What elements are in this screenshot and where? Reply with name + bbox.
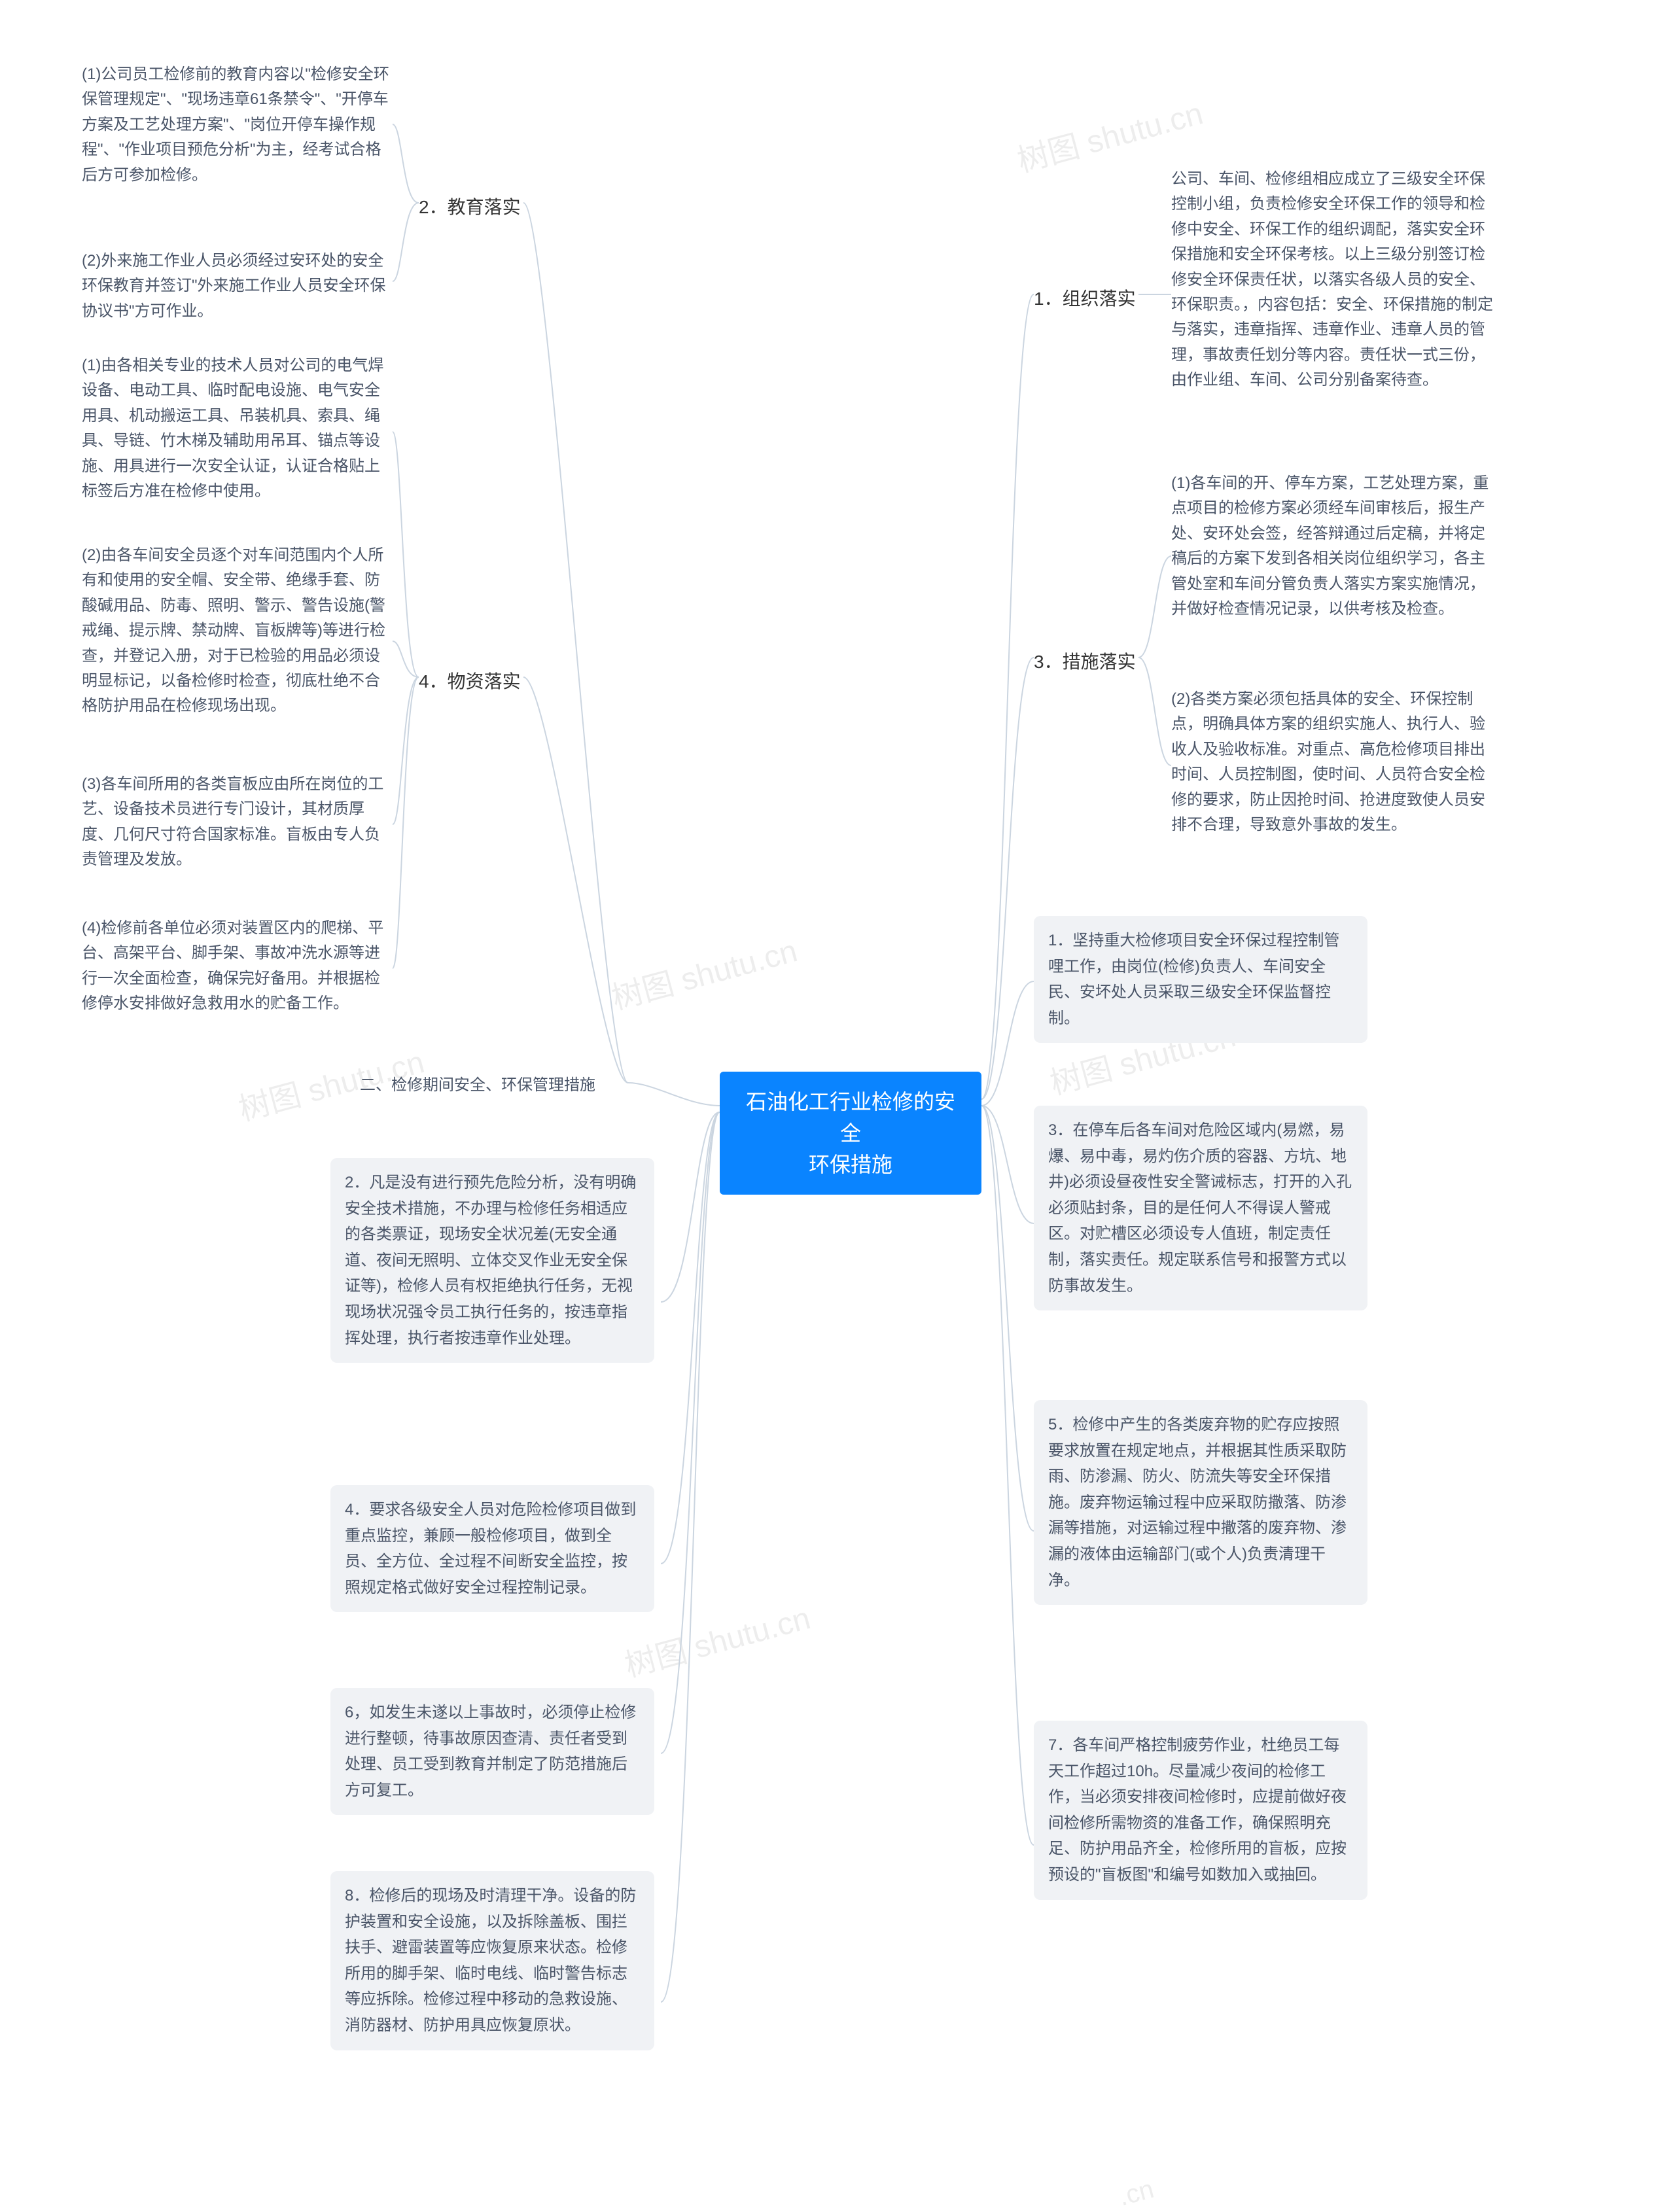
leaf-mat-1: (1)由各相关专业的技术人员对公司的电气焊设备、电动工具、临时配电设施、电气安全…: [82, 353, 389, 504]
branch-label-measure: 3．措施落实: [1034, 648, 1136, 674]
leaf-right-s1: 1．坚持重大检修项目安全环保过程控制管哩工作，由岗位(检修)负责人、车间安全民、…: [1034, 916, 1367, 1043]
leaf-org-1: 公司、车间、检修组相应成立了三级安全环保控制小组，负责检修安全环保工作的领导和检…: [1171, 167, 1498, 393]
watermark: 树图 shutu.cn: [606, 925, 802, 1019]
branch-label-org: 1．组织落实: [1034, 285, 1136, 311]
leaf-right-s3: 5．检修中产生的各类废弃物的贮存应按照要求放置在规定地点，并根据其性质采取防雨、…: [1034, 1400, 1367, 1605]
leaf-meas-2: (2)各类方案必须包括具体的安全、环保控制点，明确具体方案的组织实施人、执行人、…: [1171, 687, 1498, 837]
leaf-left-s4: 8．检修后的现场及时清理干净。设备的防护装置和安全设施，以及拆除盖板、围拦扶手、…: [330, 1871, 654, 2050]
leaf-mat-2: (2)由各车间安全员逐个对车间范围内个人所有和使用的安全帽、安全带、绝缘手套、防…: [82, 543, 389, 719]
leaf-mat-3: (3)各车间所用的各类盲板应由所在岗位的工艺、设备技术员进行专门设计，其材质厚度…: [82, 772, 389, 873]
leaf-left-s2: 4．要求各级安全人员对危险检修项目做到重点监控，兼顾一般检修项目，做到全员、全方…: [330, 1485, 654, 1612]
leaf-edu-1: (1)公司员工检修前的教育内容以"检修安全环保管理规定"、"现场违章61条禁令"…: [82, 62, 389, 188]
root-node: 石油化工行业检修的安全环保措施: [720, 1072, 981, 1195]
leaf-mat-4: (4)检修前各单位必须对装置区内的爬梯、平台、高架平台、脚手架、事故冲洗水源等进…: [82, 916, 389, 1017]
section-label: 二、检修期间安全、环保管理措施: [360, 1073, 622, 1098]
leaf-right-s2: 3．在停车后各车间对危险区域内(易燃，易爆、易中毒，易灼伤介质的容器、方坑、地井…: [1034, 1106, 1367, 1310]
leaf-meas-1: (1)各车间的开、停车方案，工艺处理方案，重点项目的检修方案必须经车间审核后，报…: [1171, 471, 1498, 622]
leaf-left-s3: 6，如发生未遂以上事故时，必须停止检修进行整顿，待事故原因查清、责任者受到处理、…: [330, 1688, 654, 1815]
leaf-left-s1: 2．凡是没有进行预先危险分析，没有明确安全技术措施，不办理与检修任务相适应的各类…: [330, 1158, 654, 1363]
branch-label-edu: 2．教育落实: [419, 193, 521, 219]
watermark: .cn: [1116, 2175, 1157, 2212]
leaf-right-s4: 7．各车间严格控制疲劳作业，杜绝员工每天工作超过10h。尽量减少夜间的检修工作，…: [1034, 1721, 1367, 1900]
leaf-edu-2: (2)外来施工作业人员必须经过安环处的安全环保教育并签订"外来施工作业人员安全环…: [82, 249, 389, 324]
branch-label-material: 4．物资落实: [419, 667, 521, 693]
